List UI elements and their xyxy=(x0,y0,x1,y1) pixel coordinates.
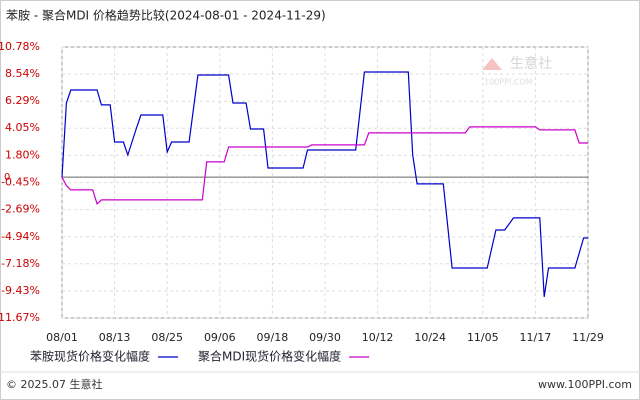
y-tick-label: 1.80% xyxy=(5,148,40,161)
x-tick-label: 09/30 xyxy=(309,331,341,344)
y-tick-label: -4.94% xyxy=(1,230,40,243)
x-tick-label: 08/13 xyxy=(99,331,131,344)
reference-label: 0 xyxy=(4,172,10,183)
series-line xyxy=(61,126,588,205)
footer-copyright: © 2025.07 生意社 xyxy=(6,377,102,391)
x-tick-label: 08/01 xyxy=(46,331,78,344)
marks xyxy=(61,71,588,297)
y-tick-label: -9.43% xyxy=(1,284,40,297)
chart-title: 苯胺 - 聚合MDI 价格趋势比较(2024-08-01 - 2024-11-2… xyxy=(6,8,326,23)
footer-website: www.100PPI.com xyxy=(538,378,632,391)
x-tick-label: 10/12 xyxy=(362,331,394,344)
x-tick-label: 11/17 xyxy=(520,331,552,344)
y-tick-label: 10.78% xyxy=(0,40,40,53)
grid xyxy=(61,46,589,319)
series-line xyxy=(61,71,588,297)
y-tick-label: 8.54% xyxy=(5,67,40,80)
y-tick-label: -7.18% xyxy=(1,257,40,270)
legend-label: 苯胺现货价格变化幅度 xyxy=(30,349,150,364)
y-tick-label: -0.45% xyxy=(1,176,40,189)
y-tick-label: -11.67% xyxy=(0,311,40,324)
x-tick-label: 11/29 xyxy=(572,331,604,344)
y-tick-label: 4.05% xyxy=(5,121,40,134)
x-tick-label: 10/24 xyxy=(414,331,446,344)
y-tick-label: -2.69% xyxy=(1,203,40,216)
watermark-logo xyxy=(482,58,502,70)
legend-label: 聚合MDI现货价格变化幅度 xyxy=(198,349,341,364)
x-tick-label: 08/25 xyxy=(151,331,183,344)
watermark-brand: 生意社 xyxy=(510,55,552,72)
x-tick-label: 11/05 xyxy=(467,331,499,344)
watermark: 生意社 100PPI.COM xyxy=(482,55,552,87)
x-tick-label: 09/18 xyxy=(257,331,289,344)
y-tick-label: 6.29% xyxy=(5,94,40,107)
x-tick-label: 09/06 xyxy=(204,331,236,344)
watermark-site: 100PPI.COM xyxy=(484,78,533,87)
